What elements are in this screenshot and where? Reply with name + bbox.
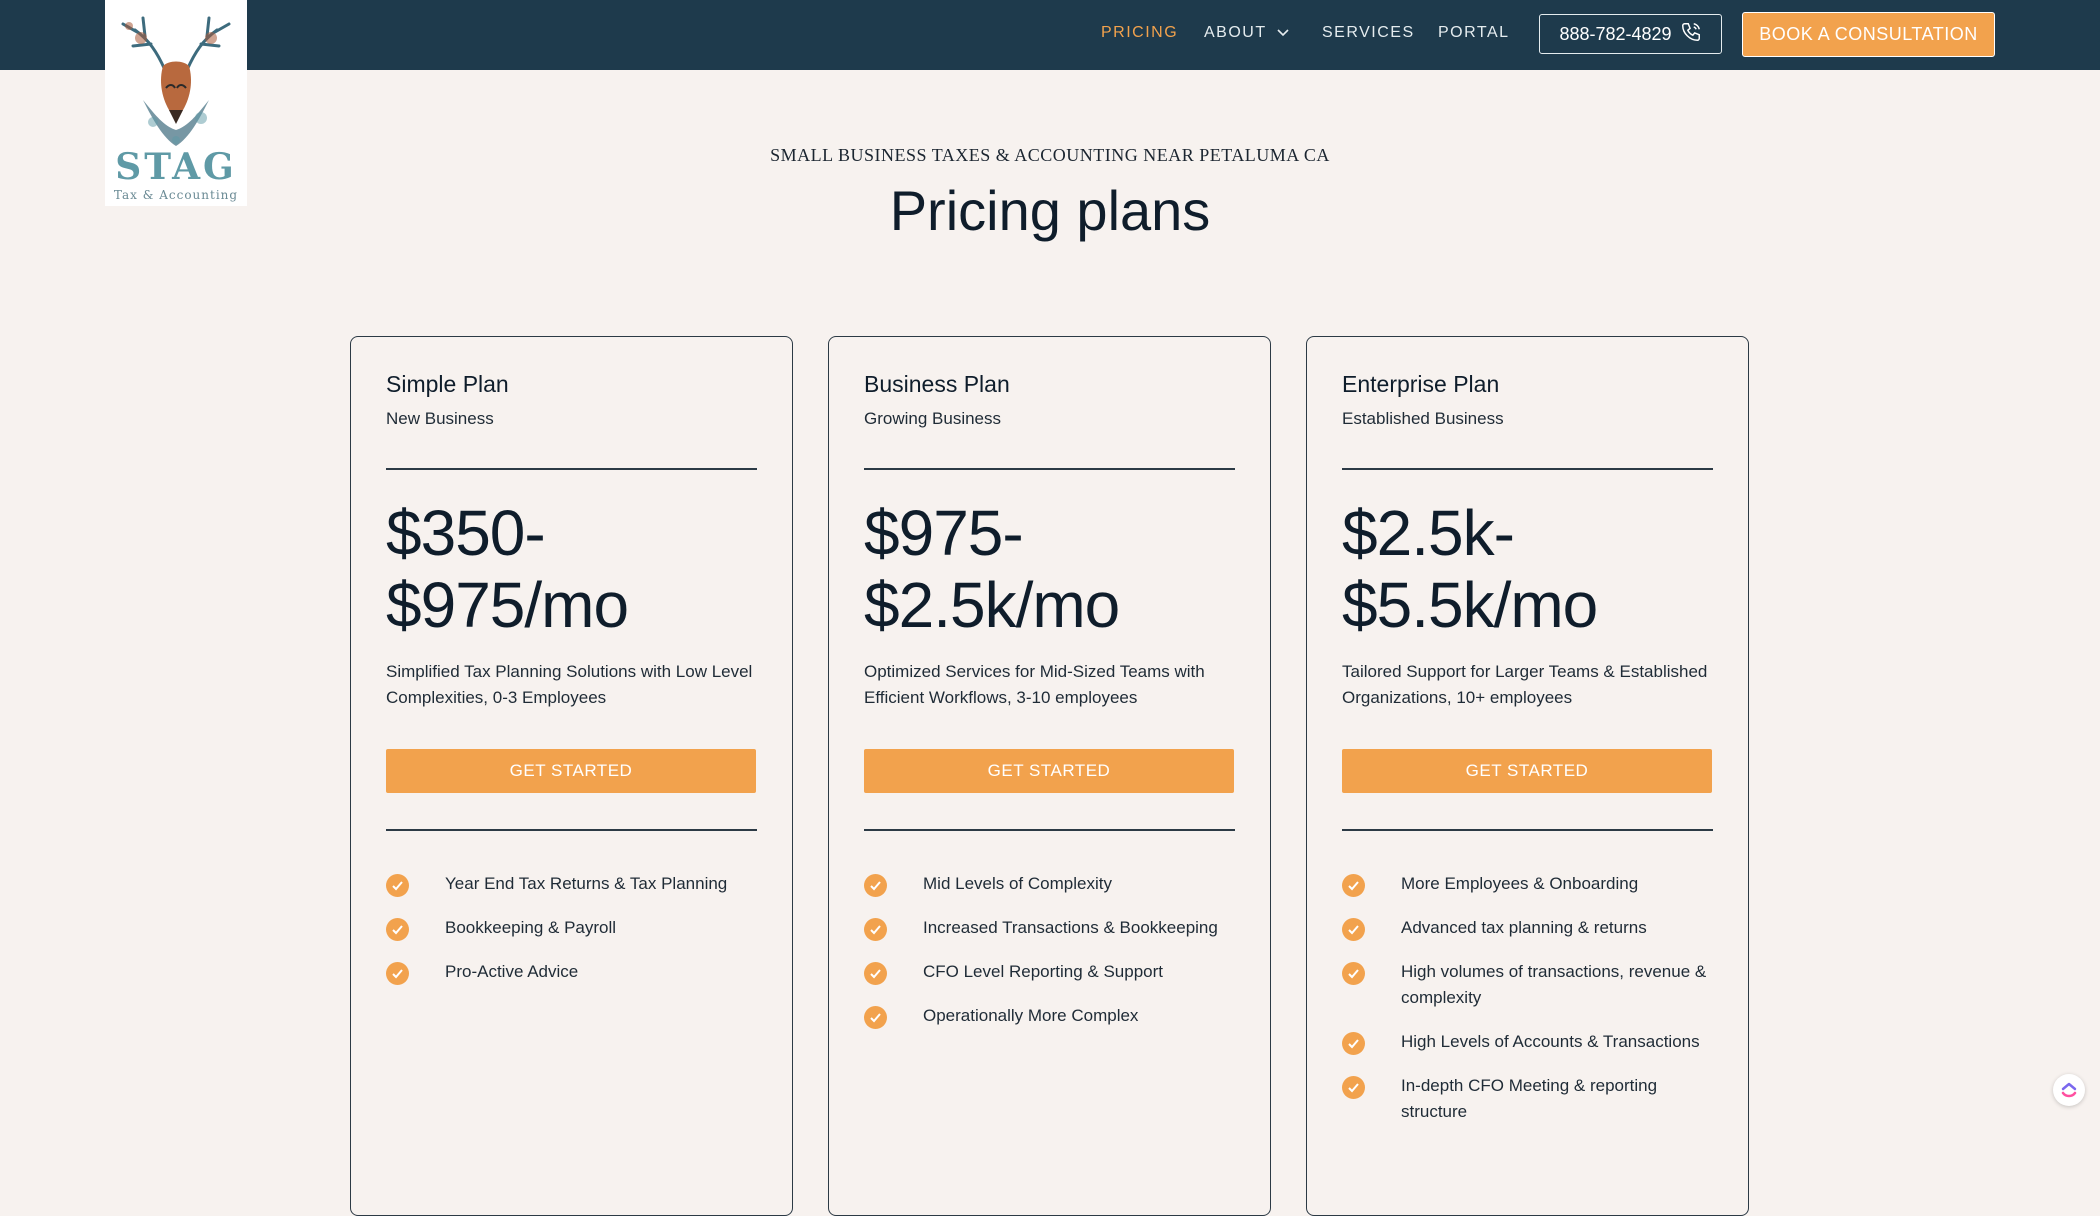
check-icon bbox=[386, 962, 409, 985]
price-line-2: $975/mo bbox=[386, 569, 629, 641]
check-icon bbox=[386, 918, 409, 941]
plan-description: Tailored Support for Larger Teams & Esta… bbox=[1342, 662, 1708, 707]
feature-item: Pro-Active Advice bbox=[386, 959, 757, 985]
phone-button[interactable]: 888-782-4829 bbox=[1539, 14, 1722, 54]
get-started-button[interactable]: GET STARTED bbox=[1342, 749, 1712, 793]
pricing-card-business: Business Plan Growing Business $975- $2.… bbox=[828, 336, 1271, 1216]
plan-tagline: New Business bbox=[386, 409, 494, 428]
plan-name: Simple Plan bbox=[386, 371, 509, 397]
check-icon bbox=[864, 1006, 887, 1029]
feature-label: More Employees & Onboarding bbox=[1401, 874, 1639, 893]
check-icon bbox=[1342, 1032, 1365, 1055]
check-icon bbox=[1342, 962, 1365, 985]
feature-label: Mid Levels of Complexity bbox=[923, 874, 1112, 893]
feature-item: High Levels of Accounts & Transactions bbox=[1342, 1029, 1713, 1055]
check-icon bbox=[864, 962, 887, 985]
plan-price: $2.5k- $5.5k/mo bbox=[1342, 497, 1722, 641]
price-line-2: $2.5k/mo bbox=[864, 569, 1120, 641]
divider bbox=[1342, 829, 1713, 831]
pricing-card-enterprise: Enterprise Plan Established Business $2.… bbox=[1306, 336, 1749, 1216]
price-line-1: $2.5k- bbox=[1342, 497, 1515, 569]
chat-widget-button[interactable] bbox=[2053, 1074, 2085, 1106]
plan-tagline: Established Business bbox=[1342, 409, 1504, 428]
top-navigation-bar: PRICING ABOUT SERVICES PORTAL 888-782-48… bbox=[0, 0, 2100, 70]
feature-list: More Employees & Onboarding Advanced tax… bbox=[1342, 871, 1713, 1143]
feature-label: Year End Tax Returns & Tax Planning bbox=[445, 874, 728, 893]
page-eyebrow: SMALL BUSINESS TAXES & ACCOUNTING NEAR P… bbox=[770, 145, 1330, 165]
feature-item: Operationally More Complex bbox=[864, 1003, 1235, 1029]
divider bbox=[386, 468, 757, 470]
feature-label: Advanced tax planning & returns bbox=[1401, 918, 1647, 937]
nav-portal-link[interactable]: PORTAL bbox=[1438, 24, 1510, 41]
feature-item: More Employees & Onboarding bbox=[1342, 871, 1713, 897]
check-icon bbox=[864, 874, 887, 897]
nav-pricing-link[interactable]: PRICING bbox=[1101, 24, 1179, 41]
plan-name: Business Plan bbox=[864, 371, 1010, 397]
phone-number: 888-782-4829 bbox=[1559, 23, 1672, 44]
book-consultation-button[interactable]: BOOK A CONSULTATION bbox=[1742, 12, 1995, 57]
feature-label: High volumes of transactions, revenue & … bbox=[1401, 962, 1707, 1007]
feature-label: In-depth CFO Meeting & reporting structu… bbox=[1401, 1076, 1658, 1121]
phone-icon bbox=[1680, 21, 1702, 48]
feature-list: Year End Tax Returns & Tax Planning Book… bbox=[386, 871, 757, 1003]
price-line-1: $975- bbox=[864, 497, 1024, 569]
check-icon bbox=[1342, 874, 1365, 897]
plan-tagline: Growing Business bbox=[864, 409, 1002, 428]
feature-list: Mid Levels of Complexity Increased Trans… bbox=[864, 871, 1235, 1047]
logo-tagline: Tax & Accounting bbox=[113, 188, 239, 202]
logo-wordmark: STAG bbox=[115, 146, 237, 188]
divider bbox=[864, 829, 1235, 831]
feature-item: Mid Levels of Complexity bbox=[864, 871, 1235, 897]
get-started-button[interactable]: GET STARTED bbox=[386, 749, 756, 793]
page-title: Pricing plans bbox=[889, 179, 1211, 242]
price-line-1: $350- bbox=[386, 497, 546, 569]
check-icon bbox=[1342, 918, 1365, 941]
stag-illustration bbox=[121, 16, 231, 146]
check-icon bbox=[1342, 1076, 1365, 1099]
check-icon bbox=[864, 918, 887, 941]
pricing-card-simple: Simple Plan New Business $350- $975/mo S… bbox=[350, 336, 793, 1216]
plan-price: $975- $2.5k/mo bbox=[864, 497, 1244, 641]
nav-about-link[interactable]: ABOUT bbox=[1204, 24, 1289, 42]
nav-about-label: ABOUT bbox=[1204, 24, 1267, 42]
plan-description: Optimized Services for Mid-Sized Teams w… bbox=[864, 662, 1205, 707]
nav-services-link[interactable]: SERVICES bbox=[1322, 24, 1415, 41]
feature-item: Bookkeeping & Payroll bbox=[386, 915, 757, 941]
feature-item: Year End Tax Returns & Tax Planning bbox=[386, 871, 757, 897]
feature-item: Increased Transactions & Bookkeeping bbox=[864, 915, 1235, 941]
feature-item: High volumes of transactions, revenue & … bbox=[1342, 959, 1713, 1011]
feature-label: Pro-Active Advice bbox=[445, 962, 579, 981]
price-line-2: $5.5k/mo bbox=[1342, 569, 1598, 641]
plan-price: $350- $975/mo bbox=[386, 497, 766, 641]
divider bbox=[864, 468, 1235, 470]
clickup-logo-icon bbox=[2061, 1082, 2077, 1098]
feature-label: Bookkeeping & Payroll bbox=[445, 918, 617, 937]
divider bbox=[1342, 468, 1713, 470]
feature-label: Increased Transactions & Bookkeeping bbox=[923, 918, 1218, 937]
plan-name: Enterprise Plan bbox=[1342, 371, 1500, 397]
feature-label: High Levels of Accounts & Transactions bbox=[1401, 1032, 1700, 1051]
feature-item: In-depth CFO Meeting & reporting structu… bbox=[1342, 1073, 1713, 1125]
logo[interactable]: STAG Tax & Accounting bbox=[105, 0, 247, 206]
chevron-down-icon bbox=[1277, 24, 1289, 42]
check-icon bbox=[386, 874, 409, 897]
feature-item: Advanced tax planning & returns bbox=[1342, 915, 1713, 941]
feature-label: CFO Level Reporting & Support bbox=[923, 962, 1164, 981]
feature-item: CFO Level Reporting & Support bbox=[864, 959, 1235, 985]
divider bbox=[386, 829, 757, 831]
feature-label: Operationally More Complex bbox=[923, 1006, 1139, 1025]
get-started-button[interactable]: GET STARTED bbox=[864, 749, 1234, 793]
plan-description: Simplified Tax Planning Solutions with L… bbox=[386, 662, 753, 707]
